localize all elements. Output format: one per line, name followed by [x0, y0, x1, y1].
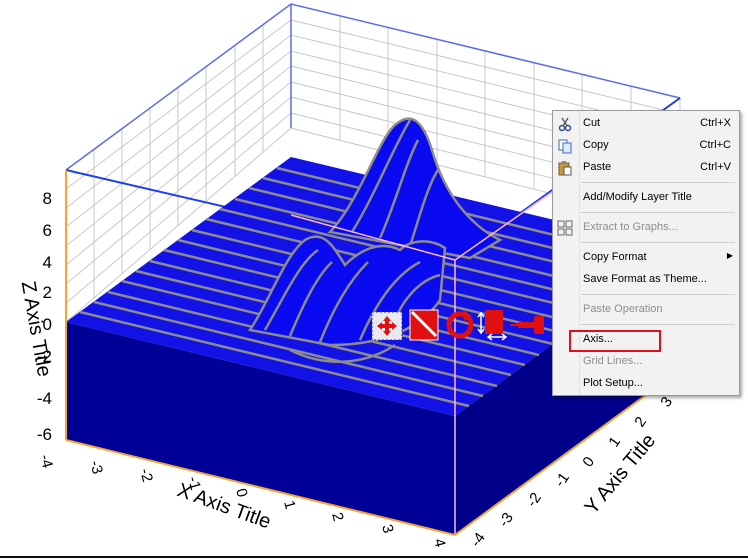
axis-item-highlight-box	[569, 330, 661, 352]
z-tick-label: 6	[43, 221, 52, 240]
x-tick-label: 4	[430, 537, 449, 549]
menu-item-cut[interactable]: Cut Ctrl+X	[553, 114, 739, 134]
menu-item-add-modify-layer-title[interactable]: Add/Modify Layer Title	[553, 188, 739, 208]
menu-item-paste[interactable]: Paste Ctrl+V	[553, 158, 739, 178]
y-tick-label: -2	[523, 490, 545, 511]
menu-item-label: Save Format as Theme...	[583, 273, 707, 285]
menu-item-grid-lines[interactable]: Grid Lines...	[553, 352, 739, 372]
z-axis[interactable]: 8 6 4 2 0 -2 -4 -6 Z Axis Title	[17, 170, 67, 444]
context-menu-icon-strip	[553, 111, 580, 395]
menu-item-label: Paste	[583, 161, 612, 173]
menu-item-label: Grid Lines...	[583, 355, 643, 367]
z-tick-label: 0	[43, 315, 52, 334]
stretch-icon[interactable]	[477, 310, 508, 341]
menu-item-save-format-as-theme[interactable]: Save Format as Theme...	[553, 270, 739, 290]
x-tick-label: -3	[86, 459, 106, 476]
z-tick-label: -4	[37, 389, 52, 408]
menu-separator	[581, 324, 735, 325]
x-tick-label: -1	[184, 475, 204, 492]
x-tick-label: -2	[136, 467, 156, 484]
menu-item-extract-to-graphs[interactable]: Extract to Graphs...	[553, 218, 739, 238]
rotation-toolbar	[371, 309, 544, 341]
menu-item-label: Plot Setup...	[583, 377, 643, 389]
menu-item-shortcut: Ctrl+C	[699, 139, 731, 151]
menu-item-label: Add/Modify Layer Title	[583, 191, 692, 203]
x-tick-label: 3	[378, 523, 397, 535]
y-tick-label: 0	[579, 454, 598, 471]
y-tick-label: -3	[495, 510, 517, 531]
z-tick-label: 2	[43, 283, 52, 302]
pin-icon[interactable]	[510, 316, 544, 334]
back-wall-grid	[65, 3, 681, 324]
x-tick-label: 2	[328, 511, 347, 523]
menu-item-paste-operation[interactable]: Paste Operation	[553, 300, 739, 320]
menu-item-label: Axis...	[583, 333, 613, 345]
x-tick-label: -4	[36, 453, 56, 470]
y-tick-label: -4	[467, 530, 489, 551]
menu-item-plot-setup[interactable]: Plot Setup...	[553, 374, 739, 394]
x-tick-label: 1	[280, 499, 299, 511]
menu-item-label: Extract to Graphs...	[583, 221, 678, 233]
menu-item-label: Cut	[583, 117, 601, 129]
resize-icon[interactable]	[409, 309, 439, 341]
menu-item-copy[interactable]: Copy Ctrl+C	[553, 136, 739, 156]
layer-selection-guides	[290, 189, 556, 535]
menu-item-shortcut: Ctrl+X	[700, 117, 731, 129]
y-tick-label: 1	[605, 434, 624, 451]
menu-item-label: Copy Format	[583, 251, 647, 263]
menu-separator	[581, 294, 735, 295]
z-tick-label: -2	[37, 347, 52, 366]
scissors-icon	[558, 117, 572, 132]
menu-item-axis[interactable]: Axis...	[553, 330, 739, 350]
window-bottom-border	[0, 556, 748, 558]
context-menu: Cut Ctrl+X Copy Ctrl+C Paste Ctrl+V Add/…	[552, 110, 740, 396]
y-tick-label: -1	[551, 470, 573, 491]
rotate-icon[interactable]	[446, 310, 474, 339]
menu-item-copy-format[interactable]: Copy Format ▶	[553, 248, 739, 268]
extract-graphs-icon	[557, 220, 573, 236]
submenu-arrow-icon: ▶	[726, 251, 733, 260]
menu-separator	[581, 182, 735, 183]
move-icon[interactable]	[371, 311, 403, 341]
y-tick-label: 2	[631, 414, 650, 431]
menu-item-label: Copy	[583, 139, 609, 151]
copy-icon	[558, 139, 572, 154]
y-tick-label: 3	[657, 394, 676, 411]
menu-item-shortcut: Ctrl+V	[700, 161, 731, 173]
menu-item-label: Paste Operation	[583, 303, 663, 315]
menu-separator	[581, 212, 735, 213]
menu-separator	[581, 242, 735, 243]
x-tick-label: 0	[232, 487, 251, 499]
z-tick-label: 8	[43, 189, 52, 208]
z-tick-label: 4	[43, 253, 52, 272]
paste-icon	[558, 161, 572, 176]
z-tick-label: -6	[37, 425, 52, 444]
